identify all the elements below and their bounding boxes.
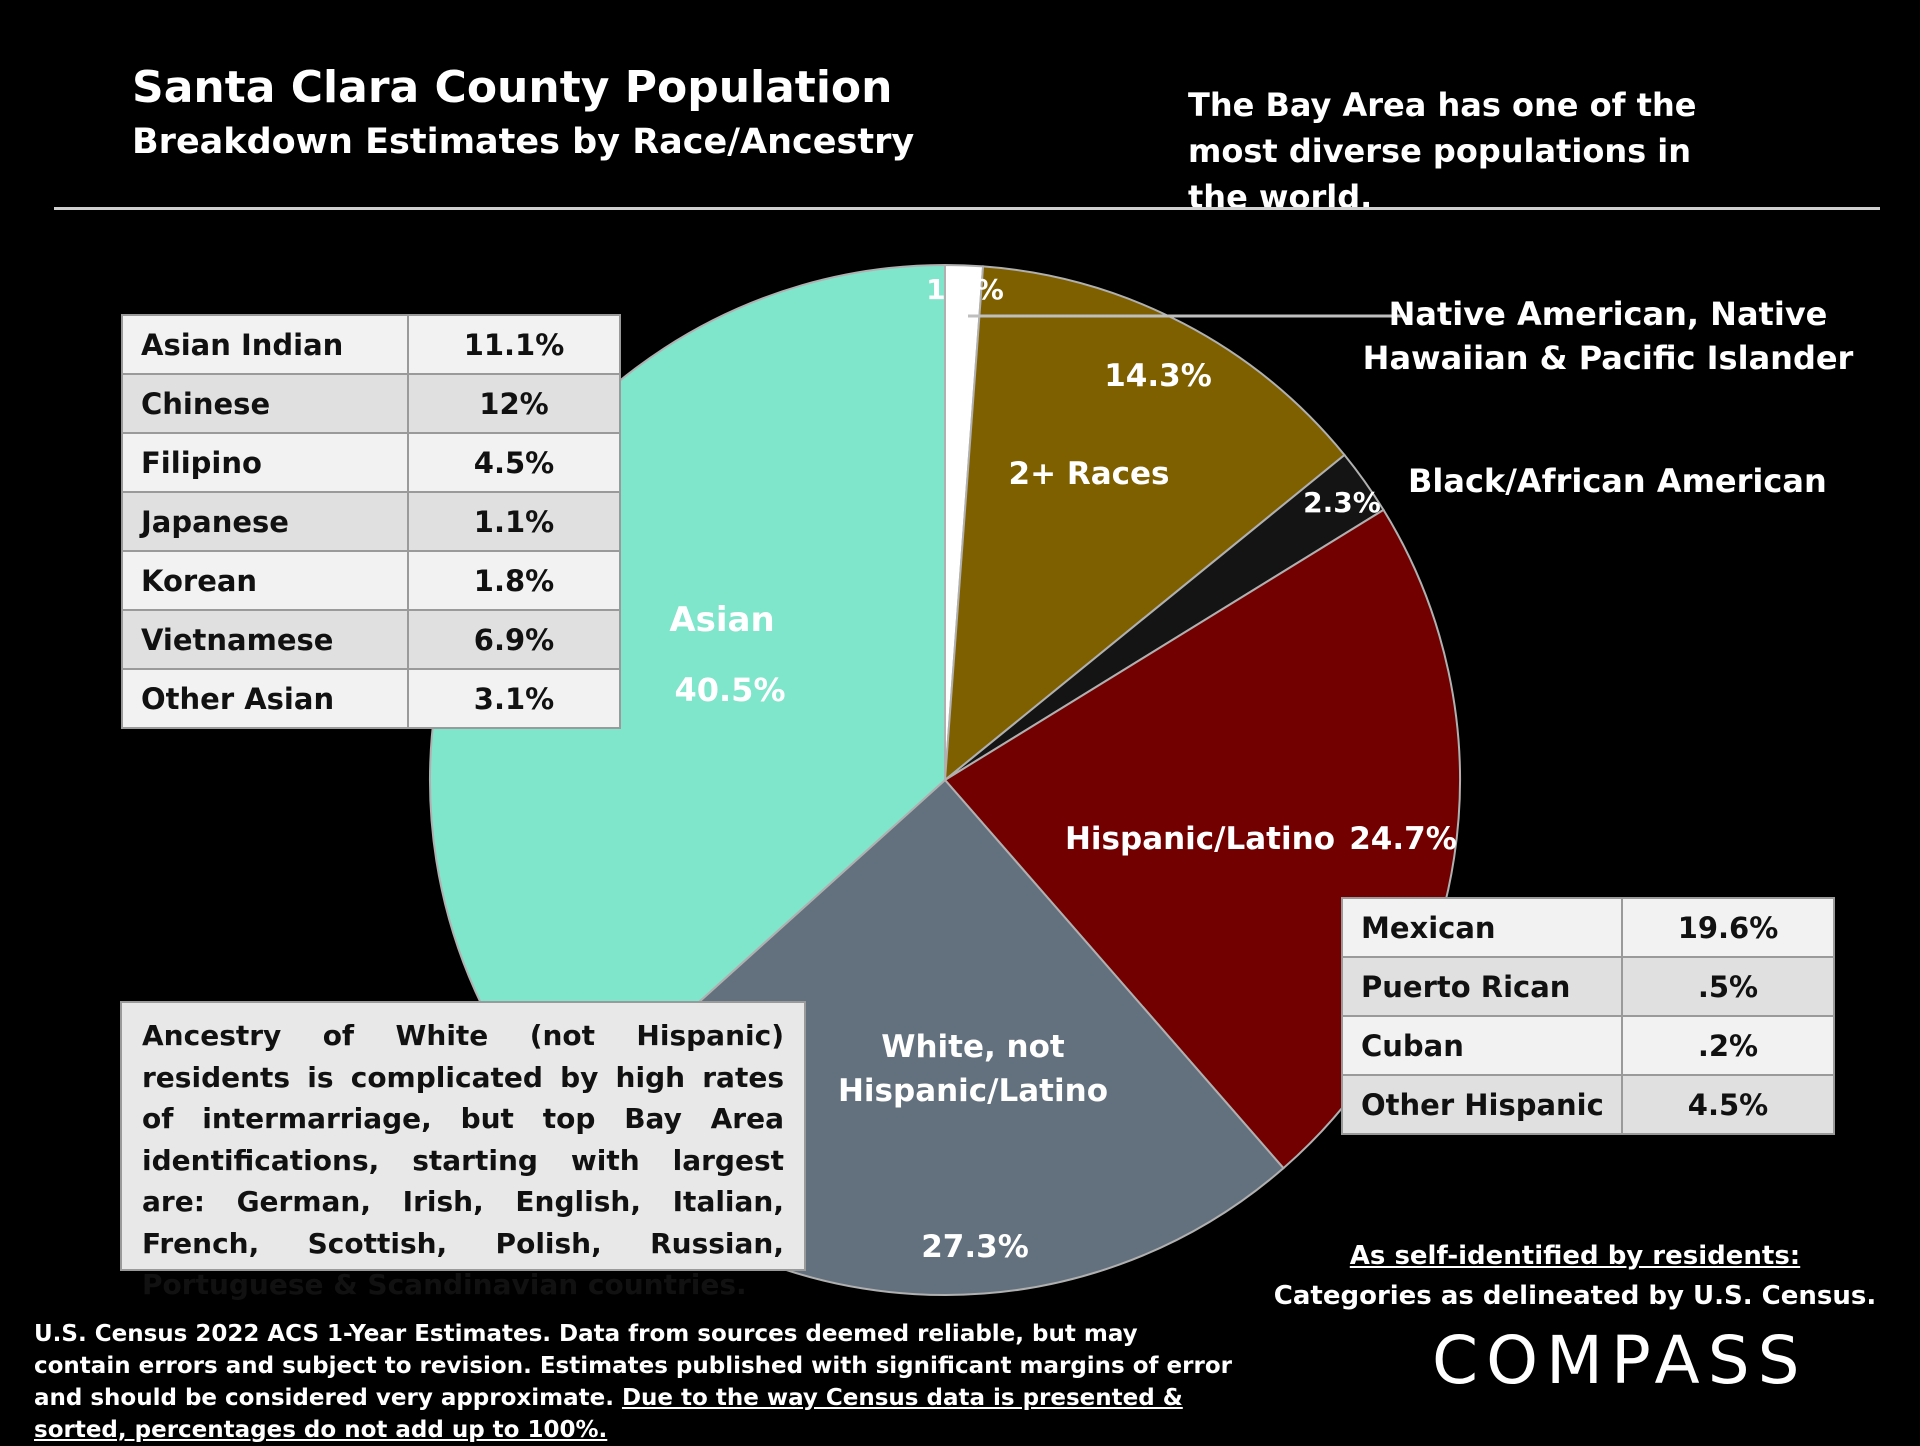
table-row: Korean 1.8% <box>121 550 621 611</box>
table-cell-label: Other Asian <box>121 668 409 729</box>
hispanic-breakdown-table: Mexican 19.6% Puerto Rican .5% Cuban .2% Ot… <box>1341 897 1835 1135</box>
table-row: Puerto Rican .5% <box>1341 956 1835 1017</box>
divider-line <box>54 207 1880 210</box>
table-cell-label: Mexican <box>1341 897 1623 958</box>
table-row: Cuban .2% <box>1341 1015 1835 1076</box>
native-category-label-1: Native American, Native <box>1389 295 1828 333</box>
table-cell-label: Asian Indian <box>121 314 409 375</box>
pie-slice-2-races <box>943 265 1346 783</box>
table-cell-value: 4.5% <box>407 432 621 493</box>
table-cell-label: Korean <box>121 550 409 611</box>
asian-breakdown-table: Asian Indian 11.1% Chinese 12% Filipino 4.5… <box>121 314 621 729</box>
table-row: Japanese 1.1% <box>121 491 621 552</box>
native-category-label-2: Hawaiian & Pacific Islander <box>1363 339 1854 377</box>
table-cell-label: Puerto Rican <box>1341 956 1623 1017</box>
table-cell-value: .2% <box>1621 1015 1835 1076</box>
white-value-label: 27.3% <box>921 1229 1029 1265</box>
table-row: Chinese 12% <box>121 373 621 434</box>
self-identified-line-2: Categories as delineated by U.S. Census. <box>1273 1281 1877 1311</box>
two-plus-value-label: 14.3% <box>1104 358 1212 394</box>
table-cell-value: 12% <box>407 373 621 434</box>
table-cell-value: 11.1% <box>407 314 621 375</box>
table-row: Other Hispanic 4.5% <box>1341 1074 1835 1135</box>
two-plus-category-label: 2+ Races <box>1009 456 1170 492</box>
hispanic-value-label: 24.7% <box>1349 821 1457 857</box>
self-identified-note: As self-identified by residents: Categor… <box>1250 1236 1900 1316</box>
table-cell-value: 6.9% <box>407 609 621 670</box>
table-cell-label: Japanese <box>121 491 409 552</box>
compass-logo: COMPASS <box>1432 1322 1808 1399</box>
native-value-label: 1.3% <box>926 273 1004 306</box>
white-category-label-2: Hispanic/Latino <box>838 1073 1108 1109</box>
white-category-label-1: White, not <box>881 1029 1065 1065</box>
table-cell-value: .5% <box>1621 956 1835 1017</box>
self-identified-line-1: As self-identified by residents: <box>1349 1241 1801 1271</box>
hispanic-category-label: Hispanic/Latino <box>1065 821 1335 857</box>
chart-subtitle: Breakdown Estimates by Race/Ancestry <box>132 122 915 162</box>
black-category-label: Black/African American <box>1408 462 1827 500</box>
chart-title: Santa Clara County Population <box>132 62 893 113</box>
table-cell-value: 3.1% <box>407 668 621 729</box>
asian-category-label: Asian <box>669 600 774 640</box>
table-cell-label: Filipino <box>121 432 409 493</box>
table-row: Filipino 4.5% <box>121 432 621 493</box>
white-ancestry-note: Ancestry of White (not Hispanic) residen… <box>120 1001 806 1301</box>
table-cell-label: Chinese <box>121 373 409 434</box>
table-row: Mexican 19.6% <box>1341 897 1835 958</box>
table-cell-value: 1.8% <box>407 550 621 611</box>
black-value-label: 2.3% <box>1303 486 1381 519</box>
table-row: Vietnamese 6.9% <box>121 609 621 670</box>
table-cell-label: Other Hispanic <box>1341 1074 1623 1135</box>
table-cell-label: Vietnamese <box>121 609 409 670</box>
asian-value-label: 40.5% <box>674 671 785 709</box>
table-cell-value: 4.5% <box>1621 1074 1835 1135</box>
table-row: Other Asian 3.1% <box>121 668 621 729</box>
table-row: Asian Indian 11.1% <box>121 314 621 375</box>
source-footnote: U.S. Census 2022 ACS 1-Year Estimates. D… <box>34 1318 1234 1446</box>
table-cell-label: Cuban <box>1341 1015 1623 1076</box>
source-disclaimer: Due to the way Census data is presented … <box>34 1385 1183 1443</box>
table-cell-value: 19.6% <box>1621 897 1835 958</box>
table-cell-value: 1.1% <box>407 491 621 552</box>
source-text: U.S. Census 2022 ACS 1-Year Estimates. D… <box>34 1321 1232 1411</box>
